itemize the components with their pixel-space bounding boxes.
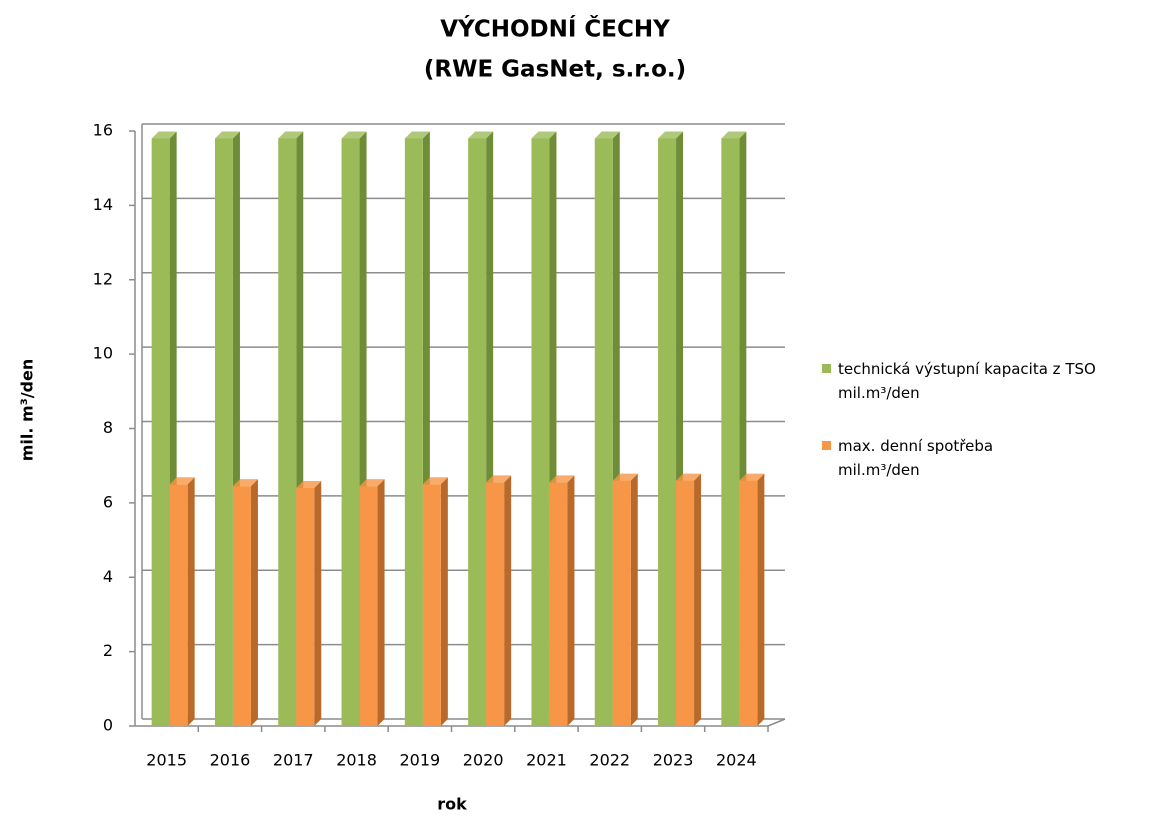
bar-top xyxy=(531,131,557,139)
bar-top xyxy=(404,131,430,139)
y-axis-label: mil. m³/den xyxy=(18,359,37,462)
y-tick-label: 2 xyxy=(103,641,113,660)
bar-top xyxy=(169,477,195,485)
x-tick-label: 2016 xyxy=(210,751,251,770)
bar xyxy=(169,484,188,726)
chart-subtitle: (RWE GasNet, s.r.o.) xyxy=(424,57,686,83)
bar xyxy=(658,138,677,726)
bar xyxy=(422,484,441,726)
bar xyxy=(676,480,695,726)
legend-swatch xyxy=(822,364,831,373)
bar-side xyxy=(694,473,702,726)
bar xyxy=(404,138,423,726)
bar-top xyxy=(278,131,304,139)
bar-side xyxy=(440,477,448,726)
x-tick-label: 2021 xyxy=(526,751,567,770)
y-tick-label: 0 xyxy=(103,716,113,735)
y-tick-label: 12 xyxy=(93,269,113,288)
bar-top xyxy=(296,481,322,488)
y-tick-label: 16 xyxy=(93,121,113,140)
bar xyxy=(468,138,487,726)
legend-label: technická výstupní kapacita z TSO mil.m³… xyxy=(838,360,1096,402)
bar-top xyxy=(612,473,638,481)
bar-side xyxy=(757,473,765,726)
bar xyxy=(341,138,360,726)
legend-item: max. denní spotřeba mil.m³/den xyxy=(822,434,993,482)
x-tick-label: 2022 xyxy=(589,751,630,770)
x-axis-label: rok xyxy=(437,795,467,814)
bar-side xyxy=(187,477,195,726)
x-tick-label: 2017 xyxy=(273,751,314,770)
bar-top xyxy=(214,131,240,139)
bar-top xyxy=(594,131,620,139)
bar xyxy=(296,488,315,726)
bar xyxy=(214,138,233,726)
bar xyxy=(531,138,550,726)
bar-top xyxy=(549,475,575,483)
bar xyxy=(549,482,568,726)
x-tick-label: 2018 xyxy=(336,751,377,770)
x-tick-label: 2020 xyxy=(463,751,504,770)
x-tick-label: 2019 xyxy=(399,751,440,770)
bar-side xyxy=(377,479,385,726)
bar xyxy=(278,138,297,726)
bar-top xyxy=(739,473,765,481)
bar-top xyxy=(341,131,367,139)
bar-side xyxy=(567,475,575,726)
x-tick-label: 2023 xyxy=(653,751,694,770)
bar xyxy=(594,138,613,726)
x-tick-label: 2024 xyxy=(716,751,757,770)
bar-top xyxy=(658,131,684,139)
y-tick-label: 6 xyxy=(103,492,113,511)
bar-top xyxy=(422,477,448,485)
bar xyxy=(359,486,378,726)
floor-edge xyxy=(767,718,786,727)
y-tick-label: 4 xyxy=(103,567,113,586)
x-tick-label: 2015 xyxy=(146,751,187,770)
bar-side xyxy=(630,473,638,726)
legend-label: max. denní spotřeba mil.m³/den xyxy=(838,437,994,479)
bar-side xyxy=(504,475,512,726)
bar-top xyxy=(359,479,385,487)
bar-side xyxy=(314,481,322,726)
bar xyxy=(739,480,758,726)
bar-top xyxy=(151,131,177,139)
bar-top xyxy=(676,473,702,481)
bar xyxy=(612,480,631,726)
y-tick-label: 8 xyxy=(103,418,113,437)
bar xyxy=(232,486,251,726)
bar xyxy=(151,138,170,726)
chart-title: VÝCHODNÍ ČECHY xyxy=(440,15,670,43)
bar-top xyxy=(232,479,258,487)
y-tick-label: 10 xyxy=(93,344,113,363)
legend-item: technická výstupní kapacita z TSO mil.m³… xyxy=(822,357,1096,405)
bar-top xyxy=(721,131,747,139)
bar xyxy=(486,482,505,726)
legend-swatch xyxy=(822,441,831,450)
bar-side xyxy=(250,479,258,726)
bar xyxy=(721,138,740,726)
bar-top xyxy=(486,475,512,483)
bar-top xyxy=(468,131,494,139)
y-tick-label: 14 xyxy=(93,195,113,214)
